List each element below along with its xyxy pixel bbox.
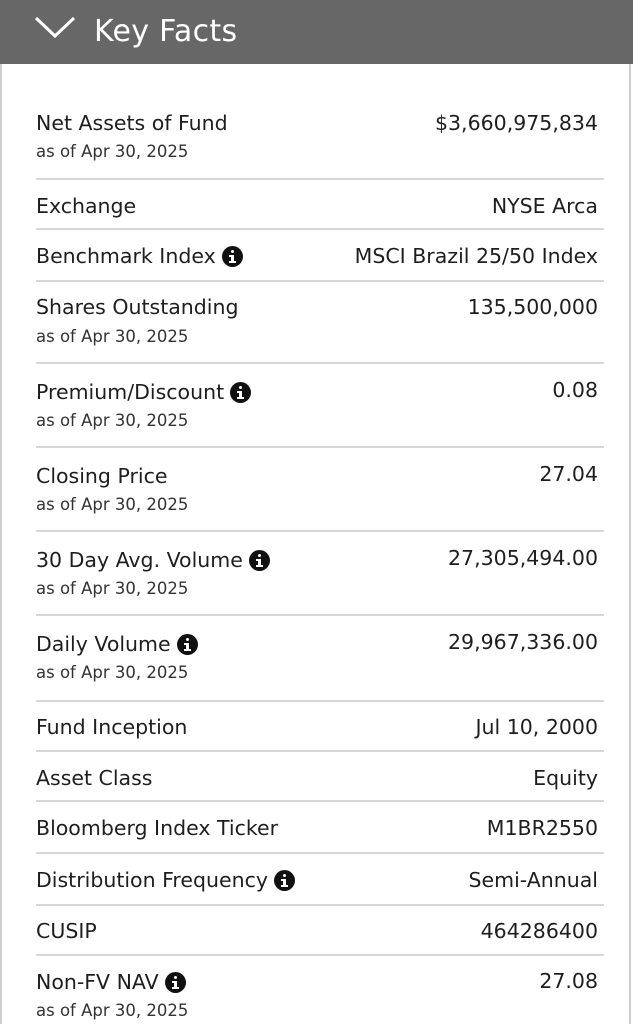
fact-label: Non-FV NAV [36,969,186,995]
fact-label: Net Assets of Fund [36,111,228,135]
fact-row-asset-class: Asset Class Equity [36,752,604,802]
fact-row-premium-discount: Premium/Discount as of Apr 30, 2025 0.08 [36,364,604,448]
fact-row-exchange: Exchange NYSE Arca [36,180,604,230]
fact-value: MSCI Brazil 25/50 Index [354,244,598,268]
fact-label: Exchange [36,194,137,218]
fact-row-net-assets: Net Assets of Fund as of Apr 30, 2025 $3… [36,104,604,180]
fact-value: $3,660,975,834 [434,111,598,135]
key-facts-header[interactable]: Key Facts [0,0,633,64]
info-icon[interactable] [274,869,296,891]
fact-as-of-date: as of Apr 30, 2025 [36,411,189,430]
fact-row-daily-volume: Daily Volume as of Apr 30, 2025 29,967,3… [36,616,604,702]
fact-as-of-date: as of Apr 30, 2025 [36,1001,189,1020]
fact-value: 27.04 [539,462,598,486]
fact-value: 29,967,336.00 [448,630,598,654]
fact-value: NYSE Arca [491,194,598,218]
fact-value: M1BR2550 [486,816,598,840]
fact-row-bloomberg-index-ticker: Bloomberg Index Ticker M1BR2550 [36,802,604,854]
info-icon[interactable] [230,381,252,403]
fact-row-benchmark-index: Benchmark Index MSCI Brazil 25/50 Index [36,230,604,282]
fact-row-non-fv-nav: Non-FV NAV as of Apr 30, 2025 27.08 [36,956,604,1024]
fact-row-shares-outstanding: Shares Outstanding as of Apr 30, 2025 13… [36,282,604,364]
fact-as-of-date: as of Apr 30, 2025 [36,495,189,514]
fact-value: 27,305,494.00 [448,546,598,570]
fact-value: 27.08 [539,969,598,993]
fact-row-cusip: CUSIP 464286400 [36,906,604,956]
fact-label: Shares Outstanding [36,295,239,319]
fact-value: Jul 10, 2000 [475,715,598,739]
key-facts-title: Key Facts [94,14,238,49]
info-icon[interactable] [248,549,270,571]
fact-label: Fund Inception [36,715,188,739]
fact-label: Asset Class [36,766,153,790]
chevron-down-icon[interactable] [34,14,76,40]
fact-label: 30 Day Avg. Volume [36,547,270,573]
info-icon[interactable] [221,245,243,267]
fact-as-of-date: as of Apr 30, 2025 [36,142,189,161]
fact-label: Daily Volume [36,631,198,657]
fact-value: 0.08 [552,378,598,402]
fact-row-distribution-frequency: Distribution Frequency Semi-Annual [36,854,604,906]
fact-as-of-date: as of Apr 30, 2025 [36,327,189,346]
fact-row-closing-price: Closing Price as of Apr 30, 2025 27.04 [36,448,604,532]
fact-label: Closing Price [36,464,168,488]
fact-label: Distribution Frequency [36,867,296,893]
info-icon[interactable] [176,633,198,655]
info-icon[interactable] [164,971,186,993]
fact-label: CUSIP [36,919,97,943]
key-facts-panel: Net Assets of Fund as of Apr 30, 2025 $3… [0,64,631,1024]
fact-value: Semi-Annual [468,868,599,892]
fact-row-fund-inception: Fund Inception Jul 10, 2000 [36,702,604,752]
fact-as-of-date: as of Apr 30, 2025 [36,579,189,598]
fact-as-of-date: as of Apr 30, 2025 [36,663,189,682]
fact-value: 464286400 [480,919,598,943]
fact-value: Equity [533,766,598,790]
fact-value: 135,500,000 [467,295,598,319]
fact-label: Benchmark Index [36,243,243,269]
fact-row-30-day-avg-volume: 30 Day Avg. Volume as of Apr 30, 2025 27… [36,532,604,616]
fact-label: Bloomberg Index Ticker [36,816,279,840]
fact-label: Premium/Discount [36,379,252,405]
